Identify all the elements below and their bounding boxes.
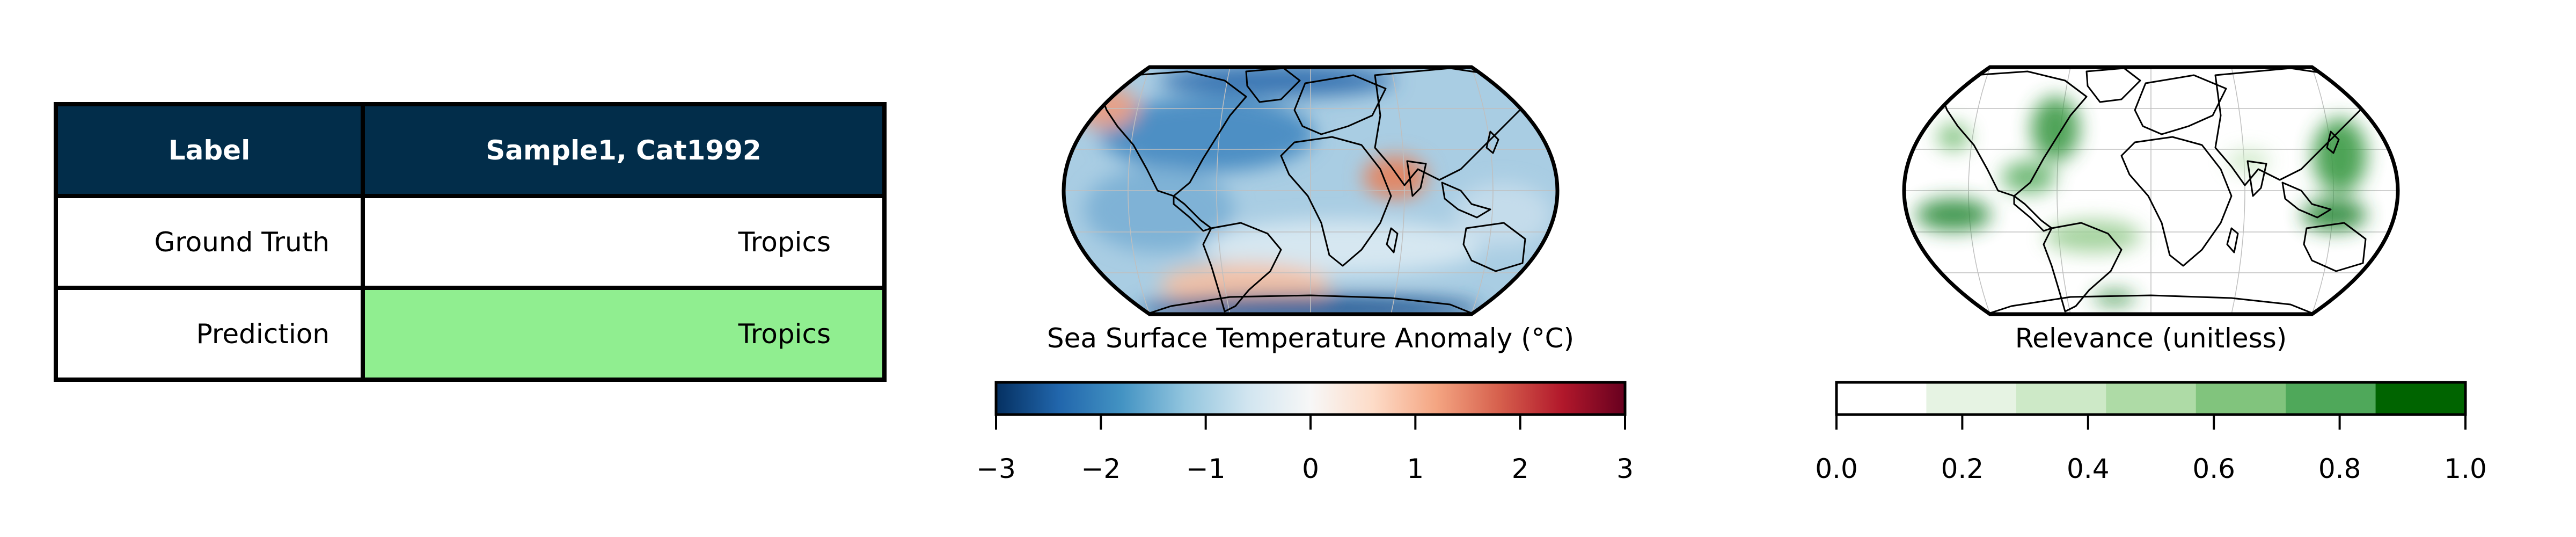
sst-colorbar-tick-label: −1 — [1186, 453, 1226, 484]
relevance-colorbar-bin — [2375, 382, 2466, 415]
relevance-colorbar-tick-label: 0.6 — [2192, 453, 2235, 484]
relevance-colorbar-tick-label: 0.4 — [2067, 453, 2110, 484]
header-label: Label — [54, 102, 365, 198]
sst-map — [1063, 64, 1559, 322]
relevance-colorbar-bin — [2286, 382, 2376, 415]
row-value-ground-truth: Tropics — [361, 194, 887, 290]
relevance-colorbar-bin — [2016, 382, 2107, 415]
relevance-colorbar-tick-label: 0.0 — [1815, 453, 1858, 484]
sst-colorbar-tick-label: 0 — [1302, 453, 1319, 484]
table-header-row: Label Sample1, Cat1992 — [54, 102, 887, 198]
sst-colorbar-tick-label: 3 — [1616, 453, 1634, 484]
sst-map-title: Sea Surface Temperature Anomaly (°C) — [1047, 323, 1574, 354]
sst-colorbar-tick-label: −2 — [1081, 453, 1121, 484]
relevance-colorbar-tick-label: 0.2 — [1941, 453, 1984, 484]
relevance-colorbar-bin — [1836, 382, 1927, 415]
row-label-ground-truth: Ground Truth — [54, 194, 365, 290]
table-row: Ground Truth Tropics — [54, 194, 887, 290]
relevance-colorbar-bin — [1926, 382, 2017, 415]
relevance-colorbar-bin — [2196, 382, 2287, 415]
relevance-colorbar-tick-label: 0.8 — [2318, 453, 2361, 484]
sst-colorbar-tick-label: −3 — [976, 453, 1016, 484]
sst-colorbar-tick-label: 1 — [1407, 453, 1424, 484]
relevance-map-title: Relevance (unitless) — [2015, 323, 2287, 354]
sst-colorbar: −3 −2 −1 0 1 2 3 — [976, 381, 1634, 484]
header-sample: Sample1, Cat1992 — [361, 102, 887, 198]
table-row: Prediction Tropics — [54, 286, 887, 382]
row-label-prediction: Prediction — [54, 286, 365, 382]
row-value-prediction: Tropics — [361, 286, 887, 382]
relevance-colorbar-tick-label: 1.0 — [2444, 453, 2487, 484]
relevance-map — [1902, 67, 2399, 314]
result-table: Label Sample1, Cat1992 Ground Truth Trop… — [54, 102, 887, 382]
relevance-colorbar-bin — [2106, 382, 2197, 415]
relevance-colorbar-frame — [1835, 381, 2467, 416]
sst-colorbar-gradient — [996, 382, 1625, 415]
sst-colorbar-tick-label: 2 — [1512, 453, 1529, 484]
relevance-colorbar: 0.0 0.2 0.4 0.6 0.8 1.0 — [1815, 381, 2487, 484]
